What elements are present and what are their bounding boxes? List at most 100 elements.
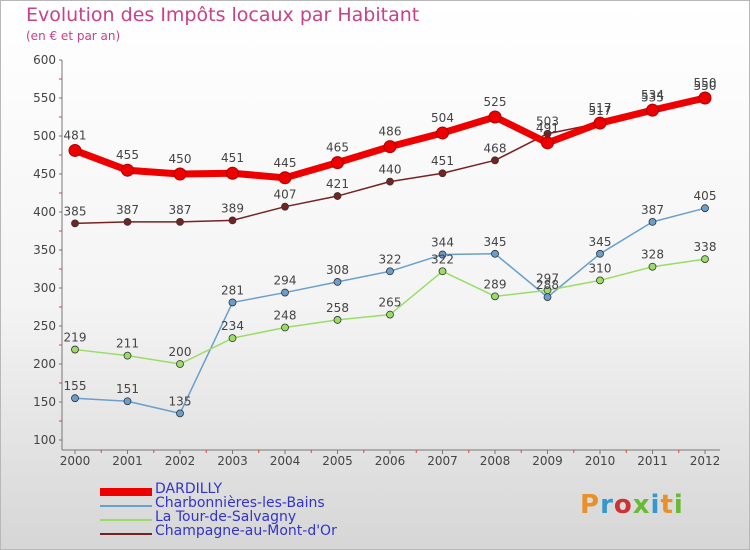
data-point: [68, 143, 82, 157]
data-point: [71, 345, 79, 354]
data-label: 322: [379, 252, 402, 266]
data-point: [648, 217, 657, 226]
data-label: 219: [64, 331, 87, 345]
data-point: [386, 267, 394, 276]
chart-title: Evolution des Impôts locaux par Habitant: [26, 4, 420, 26]
data-label: 504: [431, 111, 454, 125]
legend-swatch: [100, 488, 152, 496]
data-point: [386, 177, 394, 186]
data-point: [123, 397, 132, 406]
data-point: [281, 202, 289, 211]
y-tick-label: 100: [33, 433, 56, 447]
legend-swatch: [100, 533, 152, 535]
x-tick-label: 2004: [270, 454, 301, 468]
data-point: [228, 334, 237, 343]
legend-label: Charbonnières-les-Bains: [155, 495, 325, 511]
data-label: 405: [694, 189, 717, 203]
data-label: 345: [589, 235, 612, 249]
data-point: [176, 217, 184, 226]
data-label: 248: [274, 309, 297, 323]
data-label: 289: [484, 277, 507, 291]
logo-letter: o: [613, 490, 633, 520]
data-label: 445: [274, 156, 297, 170]
logo-letter: i: [650, 490, 661, 520]
y-tick-label: 550: [33, 91, 56, 105]
data-label: 481: [64, 128, 87, 142]
data-label: 234: [221, 319, 244, 333]
data-label: 440: [379, 163, 402, 177]
data-point: [648, 262, 657, 271]
x-tick-label: 2007: [427, 454, 458, 468]
x-tick-label: 2008: [480, 454, 511, 468]
data-point: [176, 409, 184, 418]
data-label: 525: [484, 95, 507, 109]
x-tick-label: 2000: [60, 454, 91, 468]
data-label: 288: [536, 278, 559, 292]
data-label: 135: [169, 394, 192, 408]
x-tick-label: 2003: [217, 454, 248, 468]
data-point: [228, 216, 237, 225]
x-tick-label: 2011: [637, 454, 668, 468]
legend-swatch: [100, 505, 152, 507]
data-point: [491, 292, 499, 301]
data-point: [596, 276, 604, 285]
x-tick-label: 2005: [322, 454, 353, 468]
data-point: [331, 156, 344, 170]
data-point: [386, 310, 394, 319]
logo-letter: r: [600, 490, 614, 520]
data-point: [488, 110, 502, 124]
data-label: 534: [641, 88, 664, 102]
data-point: [123, 217, 132, 226]
logo-letter: t: [660, 490, 674, 520]
y-tick-label: 600: [33, 53, 56, 67]
data-label: 297: [536, 271, 559, 285]
data-point: [333, 278, 342, 286]
data-point: [176, 360, 184, 368]
data-point: [333, 192, 342, 200]
data-label: 308: [326, 263, 349, 277]
data-point: [593, 116, 607, 130]
data-label: 265: [379, 296, 402, 310]
y-tick-label: 200: [33, 357, 56, 371]
data-label: 407: [274, 188, 297, 202]
legend-item: Charbonnières-les-Bains: [100, 495, 420, 513]
data-label: 151: [116, 382, 139, 396]
data-point: [438, 267, 447, 276]
data-label: 155: [64, 379, 87, 393]
data-point: [436, 126, 449, 140]
legend-label: DARDILLY: [155, 481, 223, 497]
data-label: 200: [169, 345, 192, 359]
proxiti-logo: Proxiti: [580, 490, 684, 520]
data-label: 451: [221, 151, 244, 165]
data-point: [226, 166, 239, 180]
x-tick-label: 2010: [585, 454, 616, 468]
data-label: 344: [431, 236, 454, 250]
data-point: [701, 255, 709, 264]
legend-item: La Tour-de-Salvagny: [100, 509, 420, 527]
data-point: [228, 298, 237, 307]
data-label: 310: [589, 261, 612, 275]
data-point: [121, 163, 134, 177]
data-point: [281, 323, 289, 332]
data-point: [333, 316, 342, 324]
logo-letter: x: [632, 490, 651, 520]
data-label: 389: [221, 201, 244, 215]
y-tick-label: 350: [33, 243, 56, 257]
data-point: [543, 286, 552, 295]
data-label: 281: [221, 283, 244, 297]
data-label: 491: [536, 121, 559, 135]
y-tick-label: 500: [33, 129, 56, 143]
y-tick-label: 450: [33, 167, 56, 181]
data-label: 345: [484, 235, 507, 249]
data-label: 550: [694, 79, 717, 93]
data-label: 258: [326, 301, 349, 315]
data-label: 451: [431, 154, 454, 168]
data-point: [71, 219, 79, 228]
data-label: 387: [116, 203, 139, 217]
data-point: [281, 288, 289, 297]
data-label: 385: [64, 204, 87, 218]
chart-subtitle: (en € et par an): [26, 29, 121, 43]
data-label: 328: [641, 248, 664, 262]
data-point: [491, 249, 499, 258]
